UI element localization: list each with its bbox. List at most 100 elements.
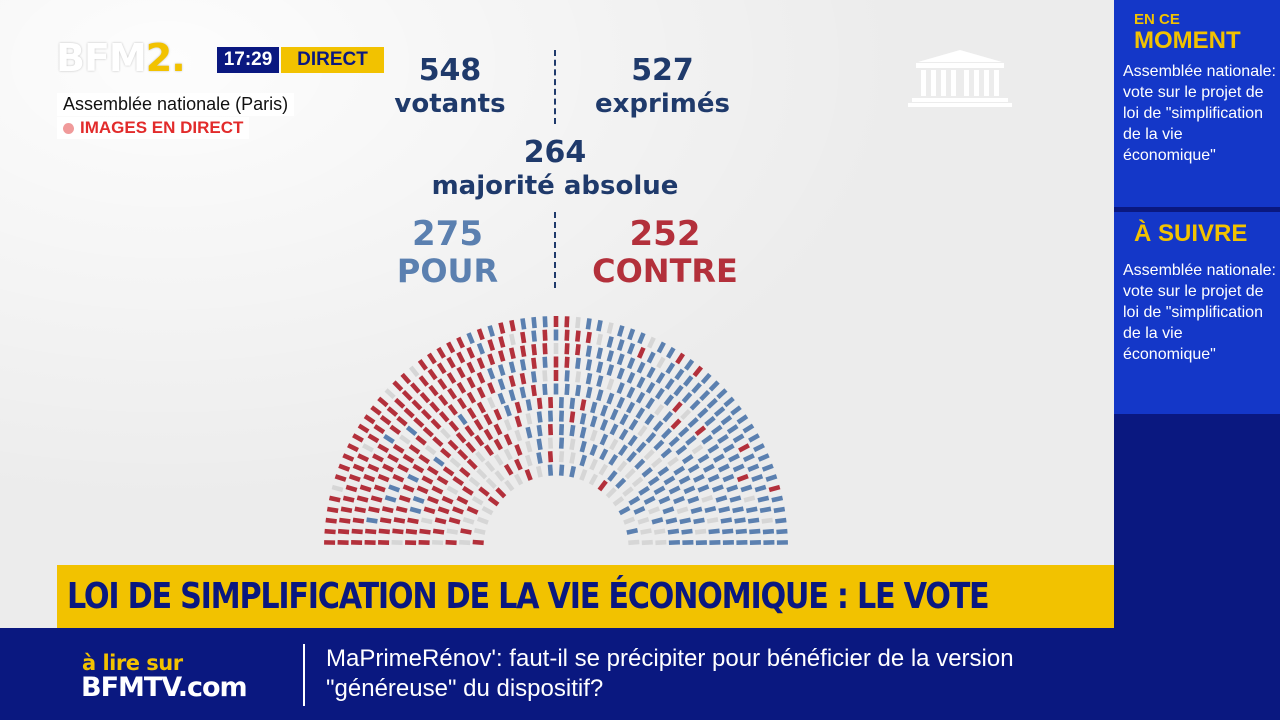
seat-478 [436, 346, 446, 359]
seat-151 [405, 528, 418, 535]
seat-407 [373, 424, 386, 435]
seat-79 [432, 528, 445, 535]
seat-405 [362, 443, 374, 453]
seat-331 [717, 463, 730, 473]
seat-330 [712, 453, 725, 463]
seat-391 [743, 495, 756, 503]
seat-74 [648, 506, 660, 515]
seat-378 [664, 378, 675, 390]
seat-267 [616, 382, 625, 395]
seat-72 [638, 485, 650, 496]
seat-40 [607, 470, 618, 482]
seat-178 [628, 418, 639, 431]
seat-152 [407, 517, 419, 525]
promo-line1: à lire sur [82, 651, 183, 675]
seat-142 [657, 466, 670, 477]
seat-133 [579, 412, 587, 425]
seat-255 [487, 382, 496, 395]
seat-64 [569, 438, 576, 451]
seat-224 [652, 420, 664, 432]
seat-253 [466, 391, 477, 404]
seat-328 [701, 434, 713, 445]
pour-label: POUR [396, 252, 499, 290]
majorite-label: majorité absolue [431, 171, 679, 201]
seat-85 [459, 467, 471, 478]
seat-108 [662, 506, 675, 515]
seat-402 [348, 474, 361, 482]
seat-207 [476, 401, 487, 414]
seat-273 [670, 418, 682, 430]
seat-159 [440, 447, 452, 459]
live-label: IMAGES EN DIRECT [80, 118, 244, 137]
now-heading-small: EN CE [1134, 11, 1180, 28]
seat-17 [612, 496, 625, 507]
seat-172 [569, 397, 576, 410]
seat-287 [365, 528, 377, 535]
exprimes-number: 527 [631, 53, 694, 88]
exprimes-label: exprimés [595, 89, 730, 119]
seat-196 [398, 495, 411, 503]
seat-44 [633, 506, 646, 515]
seat-86 [466, 458, 478, 470]
seat-88 [483, 444, 495, 457]
seat-475 [408, 365, 420, 378]
seat-3 [481, 505, 494, 516]
seat-464 [338, 463, 351, 472]
seat-136 [609, 423, 619, 436]
seat-161 [455, 432, 467, 444]
seat-179 [637, 425, 648, 437]
seat-235 [708, 528, 720, 535]
seat-281 [715, 495, 728, 503]
seat-46 [640, 528, 652, 535]
seat-289 [368, 506, 380, 514]
seat-434 [636, 346, 646, 359]
seat-167 [514, 401, 522, 414]
seat-186 [683, 485, 696, 495]
seat-367 [553, 343, 559, 354]
seat-254 [476, 386, 486, 399]
seat-16 [605, 487, 617, 499]
seat-114 [420, 517, 433, 525]
seat-374 [626, 357, 636, 370]
seat-371 [596, 347, 604, 360]
seat-260 [542, 370, 548, 382]
seat-490 [564, 316, 570, 328]
seat-66 [589, 444, 598, 456]
seat-233 [704, 505, 717, 514]
seat-422 [509, 333, 516, 346]
seat-275 [685, 435, 697, 446]
seat-414 [427, 368, 438, 381]
seat-298 [413, 417, 425, 428]
seat-357 [446, 372, 457, 384]
seat-127 [514, 415, 523, 428]
seat-496 [627, 328, 636, 341]
seat-28 [485, 477, 497, 489]
seat-180 [645, 432, 657, 444]
seat-503 [692, 365, 704, 378]
seat-302 [447, 387, 458, 400]
seat-384 [711, 424, 723, 435]
seat-304 [466, 376, 476, 389]
now-box: EN CE MOMENT Assemblée nationale: vote s… [1114, 0, 1280, 207]
seat-197 [402, 484, 415, 493]
seat-437 [665, 362, 676, 375]
seat-77 [655, 539, 667, 546]
seat-119 [442, 466, 455, 477]
seat-510 [742, 423, 755, 434]
direct-badge: DIRECT [281, 47, 384, 73]
seat-168 [525, 399, 533, 411]
seat-375 [636, 361, 646, 374]
seat-394 [749, 528, 761, 535]
seat-19 [623, 516, 636, 525]
seat-497 [637, 332, 646, 345]
stat-divider-bottom [554, 212, 556, 288]
seat-294 [387, 453, 400, 463]
seat-109 [665, 517, 678, 525]
seat-472 [384, 388, 396, 400]
seat-336 [734, 517, 746, 524]
seat-354 [419, 391, 431, 404]
seat-473 [392, 380, 404, 392]
seat-319 [626, 371, 636, 384]
seat-360 [476, 357, 486, 370]
seat-65 [579, 440, 587, 453]
